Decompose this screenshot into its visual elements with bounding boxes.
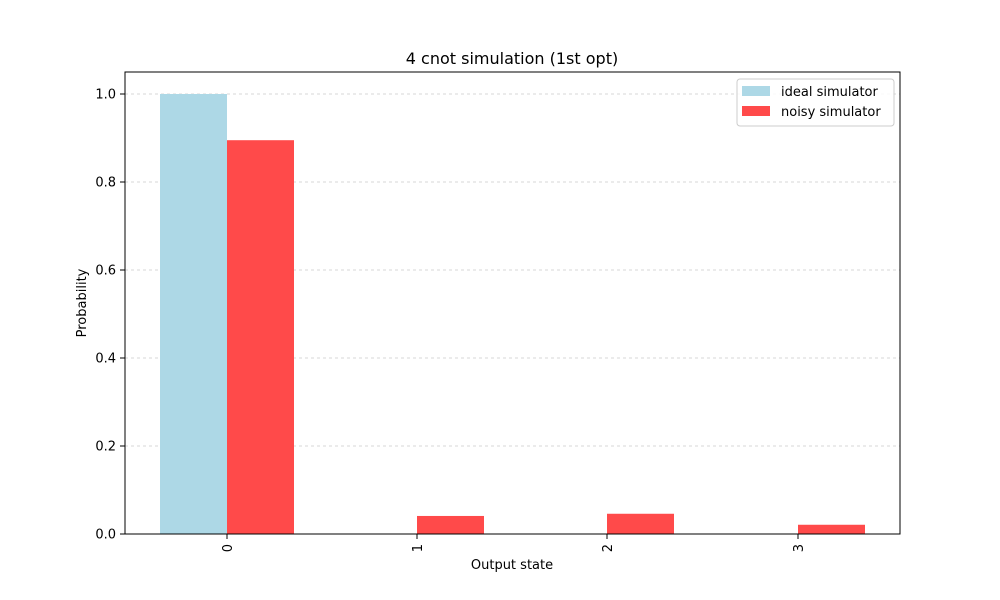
y-tick-label: 0.0 [95,528,116,543]
y-tick-label: 0.6 [95,264,116,279]
bar-noisy-0 [227,140,294,534]
plot-frame [124,71,901,535]
legend-box [736,78,895,127]
chart-title: 4 cnot simulation (1st opt) [406,49,618,68]
y-tick-label: 0.4 [95,352,116,367]
legend-label: noisy simulator [781,105,881,120]
y-tick-label: 1.0 [95,88,116,103]
bars [160,94,865,534]
x-tick-label: 0 [221,544,236,552]
y-tick-label: 0.8 [95,176,116,191]
legend-swatch [742,106,770,116]
x-tick-label: 3 [792,544,807,552]
y-axis: 0.0 0.2 0.4 0.6 0.8 1.0 [95,88,125,543]
x-axis-title: Output state [471,558,553,573]
x-axis: 0 1 2 3 [221,534,807,552]
bar-noisy-3 [798,524,865,534]
y-axis-title: Probability [75,268,90,337]
y-tick-label: 0.2 [95,440,116,455]
legend-swatch [742,86,770,96]
x-tick-label: 1 [411,544,426,552]
bar-noisy-2 [607,513,674,534]
legend: ideal simulator noisy simulator [736,78,895,127]
bar-noisy-1 [417,515,484,534]
bar-ideal-0 [160,94,227,534]
legend-label: ideal simulator [781,85,878,100]
x-tick-label: 2 [601,544,616,552]
